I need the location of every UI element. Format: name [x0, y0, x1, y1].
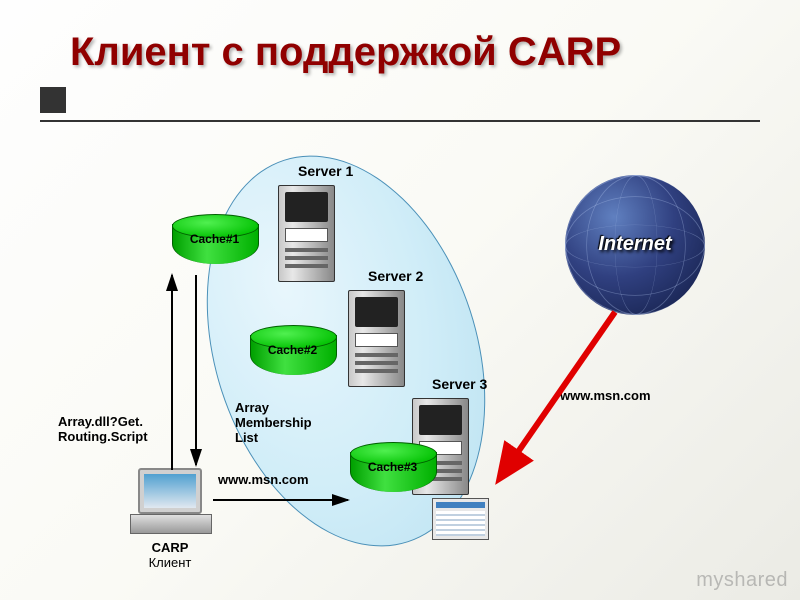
array-dll-line2: Routing.Script	[58, 429, 148, 444]
slide: Клиент с поддержкой CARP Server 1 Server…	[0, 0, 800, 600]
aml-label: Array Membership List	[235, 400, 312, 445]
title-accent-square	[40, 87, 66, 113]
array-dll-line1: Array.dll?Get.	[58, 414, 143, 429]
client-label-line2: Клиент	[149, 555, 192, 570]
cache-2: Cache#2	[250, 325, 335, 380]
aml-line2: Membership	[235, 415, 312, 430]
cache-3-label: Cache#3	[350, 460, 435, 474]
msn-label-right: www.msn.com	[560, 388, 651, 403]
browser-window-icon	[432, 498, 489, 540]
aml-line1: Array	[235, 400, 269, 415]
cache-3: Cache#3	[350, 442, 435, 497]
cache-1: Cache#1	[172, 214, 257, 269]
carp-client	[130, 468, 210, 538]
cache-1-label: Cache#1	[172, 232, 257, 246]
client-base	[130, 514, 212, 534]
msn-label-center: www.msn.com	[218, 472, 309, 487]
title-underline	[40, 120, 760, 122]
slide-title: Клиент с поддержкой CARP	[70, 30, 621, 75]
client-label: CARP Клиент	[132, 540, 208, 570]
globe-label: Internet	[565, 233, 705, 256]
watermark: myshared	[696, 569, 788, 592]
server-1	[278, 185, 333, 280]
server-1-label: Server 1	[298, 163, 353, 179]
client-label-line1: CARP	[152, 540, 189, 555]
internet-globe: Internet	[565, 175, 705, 315]
server-body	[348, 290, 405, 387]
server-2-label: Server 2	[368, 268, 423, 284]
cache-2-label: Cache#2	[250, 343, 335, 357]
monitor-icon	[138, 468, 202, 514]
aml-line3: List	[235, 430, 258, 445]
server-2	[348, 290, 403, 385]
array-dll-label: Array.dll?Get. Routing.Script	[58, 414, 148, 444]
server-3-label: Server 3	[432, 376, 487, 392]
server-body	[278, 185, 335, 282]
